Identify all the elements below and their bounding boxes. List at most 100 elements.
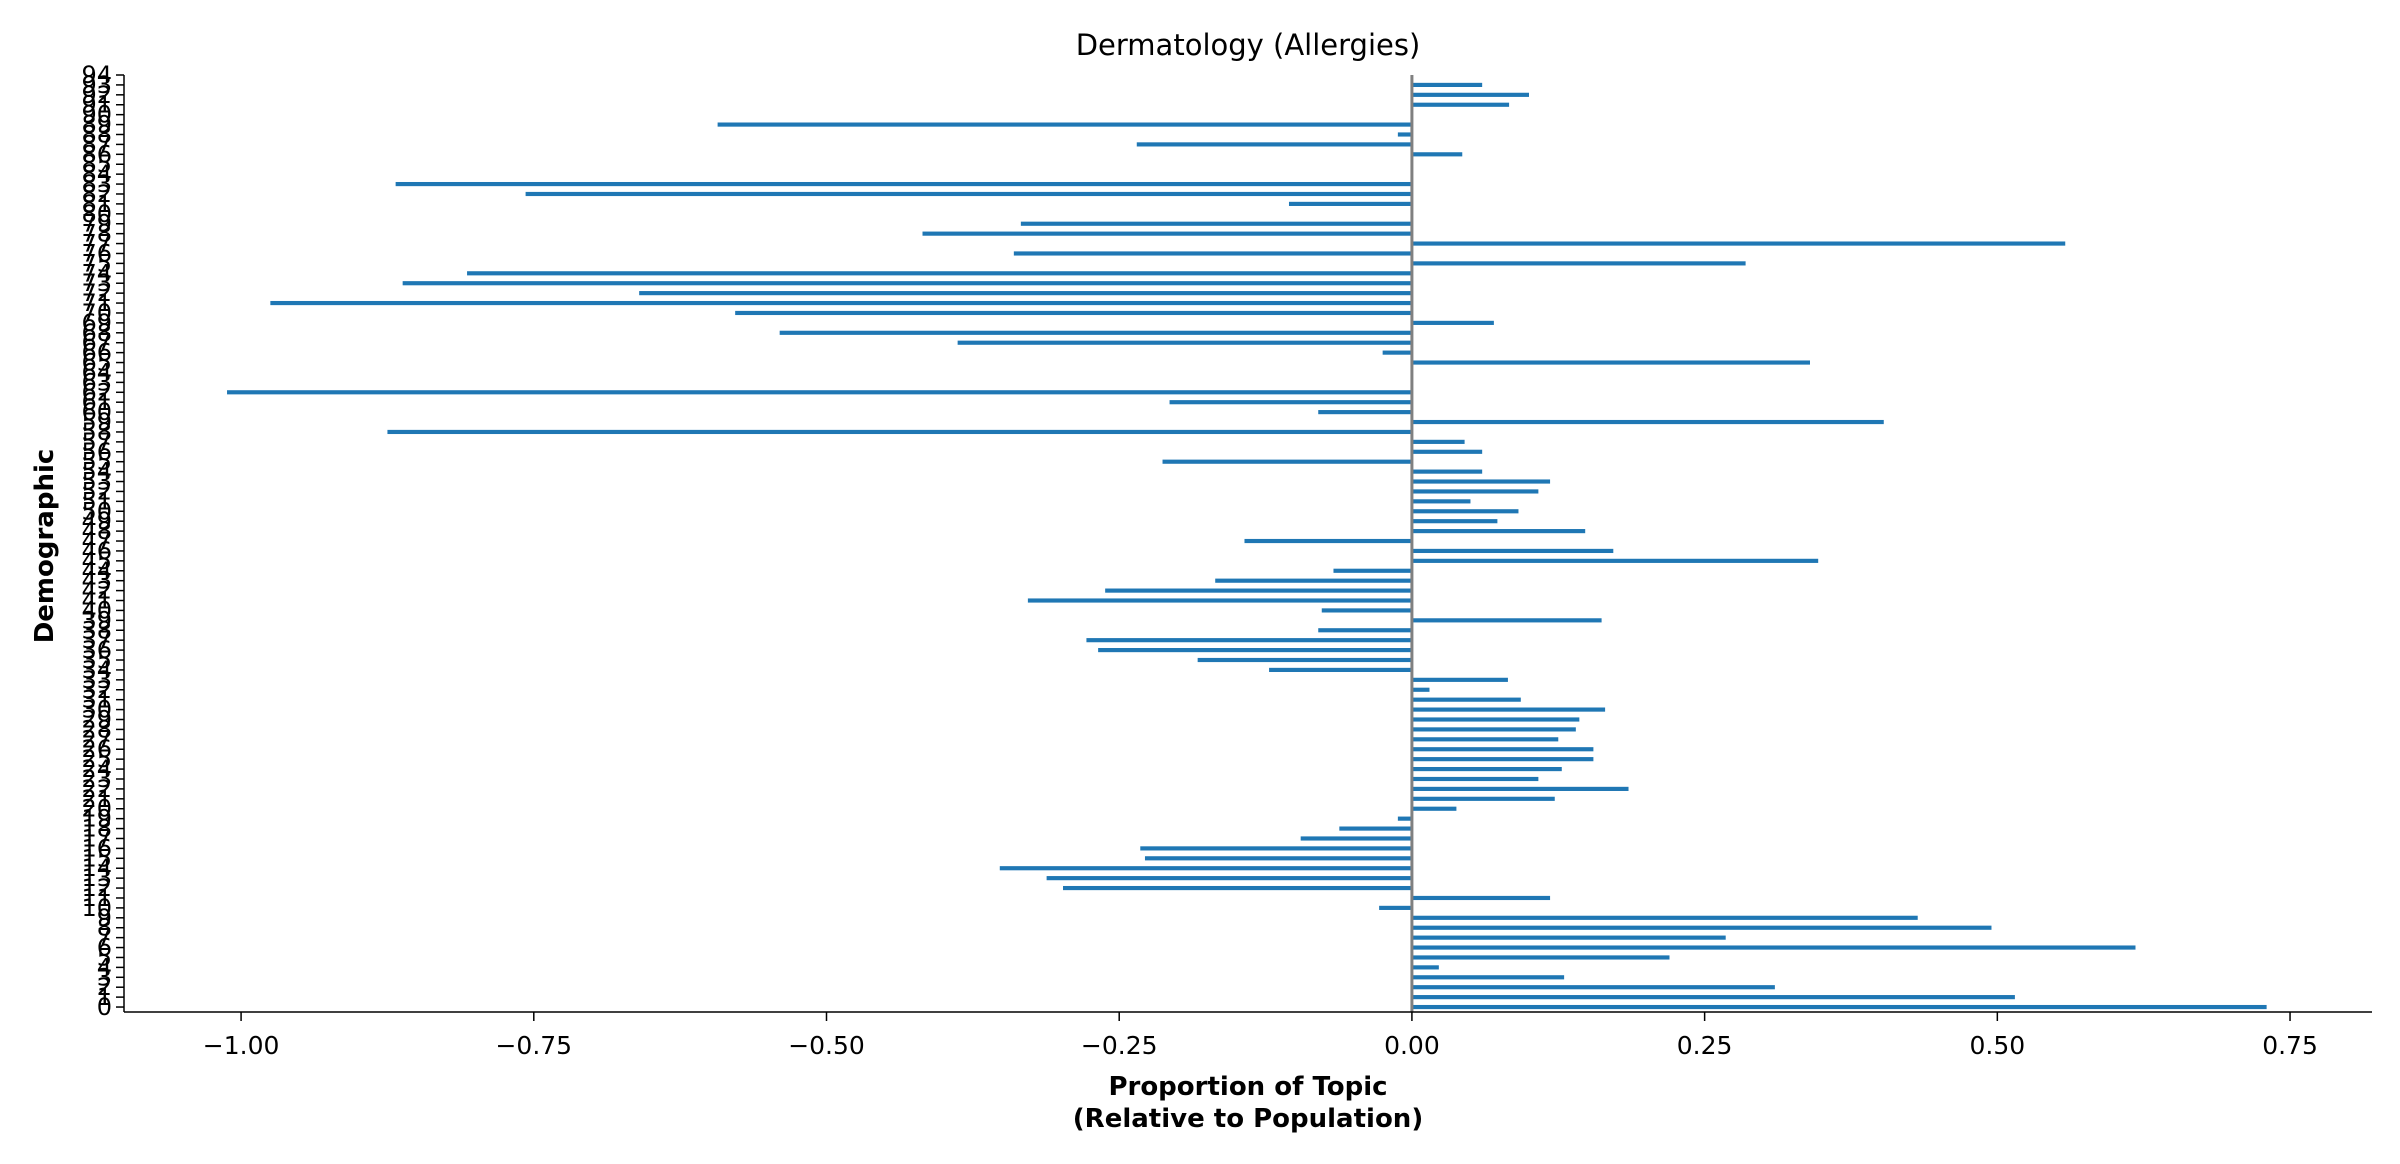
bar-75 bbox=[1411, 261, 1746, 266]
y-tick-label: 78 bbox=[81, 220, 112, 248]
y-tick-label: 7 bbox=[97, 924, 112, 952]
y-tick-label: 16 bbox=[81, 834, 112, 862]
bar-79 bbox=[1020, 221, 1412, 226]
y-tick-label: 1 bbox=[97, 983, 112, 1011]
y-tick-label: 38 bbox=[81, 616, 112, 644]
y-tick-label: 48 bbox=[81, 517, 112, 545]
y-tick-label: 76 bbox=[81, 239, 112, 267]
y-tick-label: 54 bbox=[81, 458, 112, 486]
bar-46 bbox=[1411, 548, 1614, 554]
bar-12 bbox=[1063, 885, 1412, 891]
bar-81 bbox=[1288, 201, 1412, 206]
y-tick-label: 31 bbox=[81, 686, 112, 714]
y-tick-label: 52 bbox=[81, 477, 112, 505]
y-tick-label: 28 bbox=[81, 715, 112, 743]
bar-43 bbox=[1215, 578, 1412, 583]
y-tick-label: 32 bbox=[81, 676, 112, 704]
bar-19 bbox=[1397, 816, 1412, 821]
bar-37 bbox=[1086, 638, 1412, 643]
x-tick-label: −0.50 bbox=[788, 1031, 865, 1060]
y-tick-label: 15 bbox=[81, 844, 112, 872]
y-axis-ticks: 0123456789101112131415161718192021222324… bbox=[81, 61, 124, 1021]
y-tick-label: 8 bbox=[97, 914, 112, 942]
bar-40 bbox=[1321, 608, 1412, 613]
x-axis-label-line-2: (Relative to Population) bbox=[1073, 1104, 1423, 1134]
y-tick-label: 92 bbox=[81, 81, 112, 109]
bar-27 bbox=[1411, 737, 1559, 742]
y-tick-label: 42 bbox=[81, 577, 112, 605]
y-tick-label: 46 bbox=[81, 537, 112, 565]
bar-31 bbox=[1411, 697, 1521, 702]
bar-89 bbox=[717, 122, 1412, 127]
bar-57 bbox=[1411, 439, 1465, 444]
x-tick-label: −0.75 bbox=[495, 1031, 572, 1060]
y-tick-label: 74 bbox=[81, 259, 112, 287]
x-axis-label: Proportion of Topic bbox=[1108, 1072, 1387, 1102]
bar-33 bbox=[1411, 677, 1508, 682]
bar-67 bbox=[957, 340, 1412, 345]
y-tick-label: 72 bbox=[81, 279, 112, 307]
bar-44 bbox=[1333, 568, 1412, 573]
y-tick-label: 25 bbox=[81, 745, 112, 773]
bar-24 bbox=[1411, 766, 1562, 772]
x-tick-label: 0.00 bbox=[1384, 1031, 1440, 1060]
y-tick-label: 73 bbox=[81, 269, 112, 297]
y-tick-label: 18 bbox=[81, 815, 112, 843]
bar-7 bbox=[1411, 935, 1726, 940]
bar-49 bbox=[1411, 519, 1498, 524]
bar-71 bbox=[270, 300, 1412, 306]
y-tick-label: 63 bbox=[81, 368, 112, 396]
bar-18 bbox=[1339, 826, 1412, 831]
y-tick-label: 45 bbox=[81, 547, 112, 575]
y-tick-label: 64 bbox=[81, 358, 112, 386]
y-tick-label: 6 bbox=[97, 934, 112, 962]
bar-4 bbox=[1411, 965, 1439, 970]
bar-65 bbox=[1411, 360, 1810, 365]
bar-3 bbox=[1411, 975, 1565, 980]
y-tick-label: 22 bbox=[81, 775, 112, 803]
bar-77 bbox=[1411, 241, 2066, 246]
bar-16 bbox=[1140, 846, 1412, 851]
y-tick-label: 29 bbox=[81, 705, 112, 733]
bar-22 bbox=[1411, 786, 1629, 791]
y-tick-label: 83 bbox=[81, 170, 112, 198]
y-tick-label: 77 bbox=[81, 230, 112, 258]
y-tick-label: 44 bbox=[81, 557, 112, 585]
y-tick-label: 33 bbox=[81, 666, 112, 694]
bar-93 bbox=[1411, 82, 1483, 87]
bar-10 bbox=[1379, 905, 1412, 910]
y-tick-label: 67 bbox=[81, 329, 112, 357]
y-tick-label: 37 bbox=[81, 626, 112, 654]
bar-28 bbox=[1411, 727, 1576, 732]
bar-38 bbox=[1318, 628, 1412, 633]
y-tick-label: 12 bbox=[81, 874, 112, 902]
y-tick-label: 24 bbox=[81, 755, 112, 783]
bar-13 bbox=[1046, 876, 1412, 881]
y-tick-label: 13 bbox=[81, 864, 112, 892]
y-tick-label: 35 bbox=[81, 646, 112, 674]
bar-91 bbox=[1411, 102, 1510, 107]
y-tick-label: 14 bbox=[81, 854, 112, 882]
y-tick-label: 66 bbox=[81, 339, 112, 367]
bar-25 bbox=[1411, 757, 1594, 762]
bar-52 bbox=[1411, 489, 1539, 494]
bar-61 bbox=[1169, 400, 1412, 405]
y-tick-label: 86 bbox=[81, 140, 112, 168]
y-tick-label: 90 bbox=[81, 101, 112, 129]
x-tick-label: 0.75 bbox=[2262, 1031, 2318, 1060]
bar-73 bbox=[402, 281, 1412, 286]
y-tick-label: 26 bbox=[81, 735, 112, 763]
y-tick-label: 2 bbox=[97, 973, 112, 1001]
y-tick-label: 4 bbox=[97, 953, 112, 981]
x-tick-label: −0.25 bbox=[1081, 1031, 1158, 1060]
bar-50 bbox=[1411, 509, 1519, 514]
bar-58 bbox=[387, 429, 1412, 435]
bar-54 bbox=[1411, 469, 1483, 474]
x-tick-label: 0.50 bbox=[1969, 1031, 2025, 1060]
bar-series bbox=[227, 82, 2267, 1010]
bar-51 bbox=[1411, 499, 1471, 504]
bar-69 bbox=[1411, 320, 1494, 325]
y-tick-label: 75 bbox=[81, 249, 112, 277]
